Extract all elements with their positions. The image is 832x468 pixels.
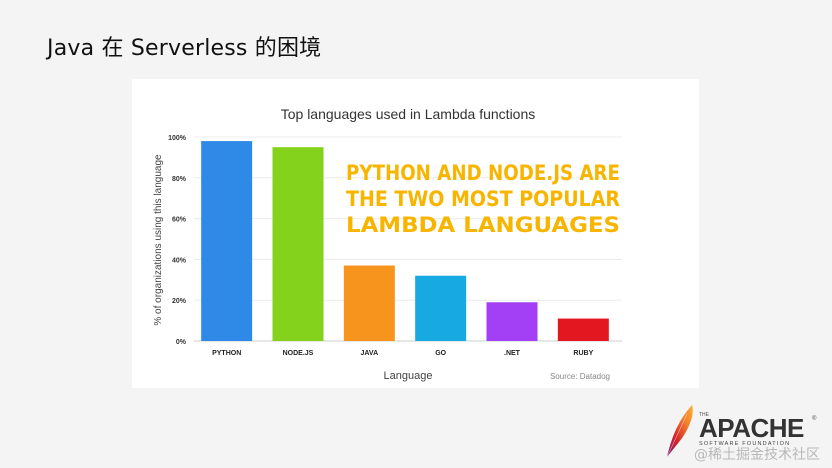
annotation-line: THE TWO MOST POPULAR	[346, 187, 620, 211]
x-tick-label: JAVA	[361, 350, 379, 357]
watermark: @稀土掘金技术社区	[694, 447, 820, 463]
logo-apache: APACHE	[699, 413, 804, 443]
y-tick-label: 20%	[172, 298, 187, 305]
x-tick-label: PYTHON	[212, 350, 241, 357]
y-tick-label: 80%	[172, 176, 187, 183]
bar	[272, 147, 324, 341]
chart-card: Top languages used in Lambda functions 0…	[132, 79, 699, 388]
bar	[557, 318, 609, 341]
annotation-line: LAMBDA LANGUAGES	[346, 213, 620, 237]
logo-subtitle: SOFTWARE FOUNDATION	[699, 441, 791, 447]
logo-trademark: ®	[812, 416, 817, 422]
x-tick-labels: PYTHON NODE.JS JAVA GO .NET RUBY	[212, 350, 593, 357]
y-axis-label: % of organizations using this language	[153, 154, 164, 326]
y-tick-label: 0%	[176, 339, 187, 346]
y-tick-labels: 0% 20% 40% 60% 80% 100%	[168, 135, 187, 346]
y-tick-label: 100%	[168, 135, 187, 142]
x-tick-label: .NET	[504, 350, 521, 357]
x-tick-label: NODE.JS	[283, 350, 314, 357]
logo-the: THE	[699, 412, 709, 418]
bar	[486, 302, 538, 341]
bars	[201, 141, 609, 341]
chart-title: Top languages used in Lambda functions	[281, 106, 536, 122]
bar	[201, 141, 253, 341]
y-tick-label: 60%	[172, 217, 187, 224]
x-axis-label: Language	[384, 370, 433, 382]
bar	[415, 275, 467, 341]
y-tick-label: 40%	[172, 257, 187, 264]
x-tick-label: GO	[435, 350, 446, 357]
slide-title: Java 在 Serverless 的困境	[47, 36, 322, 61]
gridlines	[194, 136, 622, 342]
source-note: Source: Datadog	[550, 372, 610, 381]
feather-icon	[666, 405, 693, 458]
apache-logo: THE APACHE ® SOFTWARE FOUNDATION	[662, 396, 827, 466]
annotation-line: PYTHON AND NODE.JS ARE	[346, 161, 620, 185]
x-tick-label: RUBY	[573, 350, 593, 357]
bar	[343, 265, 395, 341]
bar-chart: Top languages used in Lambda functions 0…	[153, 106, 622, 382]
